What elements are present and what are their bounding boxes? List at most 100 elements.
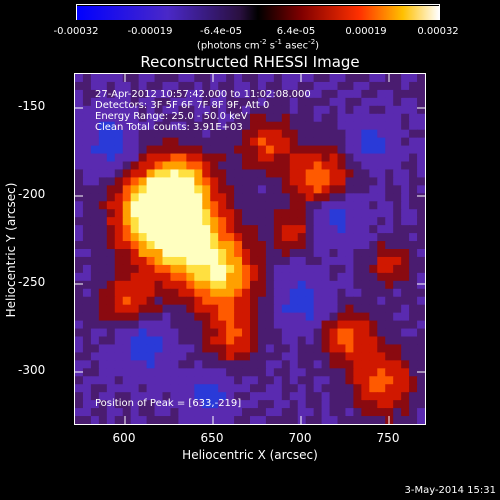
heatmap-pixel [162, 336, 171, 345]
heatmap-pixel [242, 177, 251, 186]
heatmap-pixel [369, 416, 378, 424]
heatmap-pixel [114, 169, 124, 178]
heatmap-pixel [146, 113, 156, 123]
heatmap-pixel [82, 264, 92, 274]
heatmap-pixel [297, 233, 307, 242]
heatmap-pixel [377, 97, 386, 107]
heatmap-pixel [122, 344, 132, 353]
heatmap-pixel [289, 280, 299, 290]
heatmap-pixel [186, 272, 195, 282]
heatmap-pixel [385, 320, 394, 330]
heatmap-pixel [114, 360, 124, 369]
heatmap-pixel [138, 209, 148, 218]
heatmap-pixel [297, 153, 307, 162]
heatmap-pixel [273, 193, 283, 202]
heatmap-pixel [257, 264, 267, 274]
heatmap-pixel [401, 416, 410, 424]
heatmap-pixel [106, 408, 116, 417]
heatmap-pixel [265, 296, 275, 306]
heatmap-pixel [90, 113, 100, 123]
heatmap-pixel [377, 408, 386, 417]
heatmap-pixel [273, 336, 283, 345]
heatmap-pixel [130, 209, 140, 218]
heatmap-pixel [385, 161, 394, 170]
heatmap-pixel [202, 344, 211, 353]
heatmap-pixel [353, 217, 362, 226]
heatmap-pixel [385, 368, 394, 377]
heatmap-pixel [146, 97, 156, 107]
heatmap-pixel [369, 328, 378, 337]
heatmap-pixel [146, 400, 156, 409]
heatmap-pixel [154, 185, 163, 194]
heatmap-pixel [162, 376, 171, 385]
heatmap-pixel [82, 352, 92, 361]
heatmap-pixel [417, 137, 425, 147]
heatmap-pixel [114, 376, 124, 385]
heatmap-pixel [393, 113, 402, 123]
heatmap-pixel [98, 74, 108, 83]
heatmap-pixel [154, 416, 163, 424]
heatmap-pixel [265, 169, 275, 178]
heatmap-pixel [75, 169, 84, 178]
heatmap-pixel [154, 408, 163, 417]
heatmap-pixel [417, 249, 425, 258]
heatmap-pixel [417, 185, 425, 194]
heatmap-pixel [218, 209, 227, 218]
heatmap-pixel [329, 233, 338, 242]
heatmap-pixel [75, 113, 84, 123]
heatmap-pixel [178, 280, 187, 290]
heatmap-pixel [265, 328, 275, 337]
heatmap-pixel [114, 185, 124, 194]
heatmap-pixel [409, 74, 418, 83]
heatmap-pixel [130, 121, 140, 131]
heatmap-pixel [305, 249, 315, 258]
heatmap-pixel [82, 336, 92, 345]
heatmap-pixel [409, 81, 418, 91]
heatmap-pixel [305, 177, 315, 186]
heatmap-pixel [178, 360, 187, 369]
heatmap-pixel [130, 288, 140, 298]
heatmap-pixel [170, 81, 179, 91]
heatmap-pixel [393, 328, 402, 337]
heatmap-pixel [90, 153, 100, 162]
heatmap-pixel [353, 376, 362, 385]
heatmap-pixel [130, 392, 140, 401]
heatmap-pixel [138, 272, 148, 282]
heatmap-pixel [401, 241, 410, 250]
heatmap-pixel [82, 320, 92, 330]
heatmap-pixel [218, 336, 227, 345]
heatmap-pixel [162, 264, 171, 274]
heatmap-pixel [313, 233, 323, 242]
heatmap-pixel [417, 145, 425, 155]
heatmap-pixel [257, 89, 267, 99]
heatmap-pixel [234, 384, 243, 393]
heatmap-pixel [265, 400, 275, 409]
heatmap-pixel [75, 264, 84, 274]
heatmap-pixel [417, 153, 425, 162]
heatmap-pixel [242, 145, 251, 155]
heatmap-pixel [210, 145, 219, 155]
heatmap-pixel [90, 169, 100, 178]
heatmap-pixel [329, 177, 338, 186]
heatmap-pixel [170, 368, 179, 377]
heatmap-pixel [194, 225, 203, 234]
heatmap-pixel [202, 145, 211, 155]
heatmap-pixel [82, 225, 92, 234]
heatmap-pixel [138, 217, 148, 226]
heatmap-pixel [417, 169, 425, 178]
heatmap-pixel [162, 320, 171, 330]
heatmap-pixel [369, 113, 378, 123]
heatmap-pixel [345, 129, 354, 139]
heatmap-pixel [170, 256, 179, 266]
heatmap-pixel [297, 161, 307, 170]
heatmap-pixel [154, 320, 163, 330]
heatmap-pixel [257, 129, 267, 139]
heatmap-pixel [377, 225, 386, 234]
heatmap-pixel [242, 105, 251, 115]
heatmap-pixel [401, 264, 410, 274]
heatmap-pixel [226, 249, 235, 258]
heatmap-pixel [401, 89, 410, 99]
heatmap-pixel [170, 352, 179, 361]
heatmap-pixel [130, 185, 140, 194]
heatmap-pixel [90, 256, 100, 266]
